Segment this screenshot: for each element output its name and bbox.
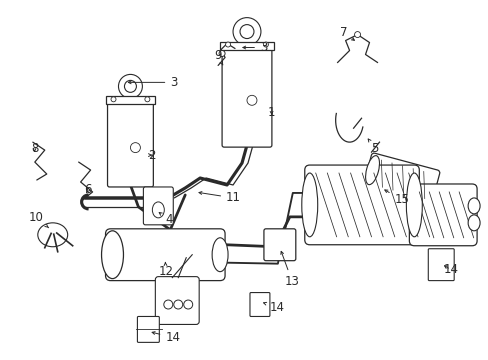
- Text: 3: 3: [243, 41, 267, 54]
- Circle shape: [118, 75, 142, 98]
- Circle shape: [163, 300, 172, 309]
- Circle shape: [263, 42, 268, 47]
- Text: 14: 14: [263, 301, 285, 314]
- Circle shape: [173, 300, 183, 309]
- Bar: [105, 96, 155, 104]
- Text: 5: 5: [367, 139, 378, 155]
- Text: 4: 4: [159, 212, 172, 226]
- Circle shape: [130, 143, 140, 153]
- Ellipse shape: [467, 198, 479, 214]
- Circle shape: [183, 300, 192, 309]
- Circle shape: [111, 97, 116, 102]
- Text: 12: 12: [158, 262, 173, 278]
- Circle shape: [144, 97, 149, 102]
- Ellipse shape: [212, 238, 227, 272]
- FancyBboxPatch shape: [249, 293, 269, 316]
- Text: 11: 11: [199, 192, 241, 204]
- FancyBboxPatch shape: [143, 187, 173, 225]
- FancyBboxPatch shape: [304, 165, 419, 245]
- FancyBboxPatch shape: [362, 153, 439, 207]
- Text: 13: 13: [280, 251, 299, 288]
- Circle shape: [233, 18, 261, 45]
- Circle shape: [219, 50, 224, 57]
- FancyBboxPatch shape: [427, 249, 453, 280]
- FancyBboxPatch shape: [107, 98, 153, 187]
- Circle shape: [354, 32, 360, 37]
- Text: 7: 7: [339, 26, 354, 40]
- Text: 2: 2: [148, 149, 156, 162]
- Text: 3: 3: [128, 76, 177, 89]
- Text: 1: 1: [267, 106, 275, 119]
- FancyBboxPatch shape: [105, 229, 224, 280]
- Circle shape: [124, 80, 136, 92]
- FancyBboxPatch shape: [264, 229, 295, 261]
- Text: 8: 8: [31, 141, 38, 155]
- Text: 9: 9: [214, 49, 223, 65]
- Ellipse shape: [152, 202, 164, 218]
- Circle shape: [246, 95, 256, 105]
- FancyBboxPatch shape: [222, 44, 271, 147]
- FancyBboxPatch shape: [408, 184, 476, 246]
- Ellipse shape: [38, 223, 67, 247]
- FancyBboxPatch shape: [155, 276, 199, 324]
- Ellipse shape: [467, 215, 479, 231]
- Text: 15: 15: [384, 190, 408, 206]
- Ellipse shape: [102, 231, 123, 279]
- FancyBboxPatch shape: [137, 316, 159, 342]
- Ellipse shape: [406, 173, 422, 237]
- Text: 14: 14: [152, 331, 180, 344]
- Text: 6: 6: [84, 184, 92, 197]
- Circle shape: [225, 42, 230, 47]
- Ellipse shape: [301, 173, 317, 237]
- Ellipse shape: [365, 156, 379, 185]
- Bar: [220, 41, 273, 50]
- Circle shape: [240, 24, 253, 39]
- Text: 14: 14: [442, 263, 457, 276]
- Text: 10: 10: [29, 211, 49, 228]
